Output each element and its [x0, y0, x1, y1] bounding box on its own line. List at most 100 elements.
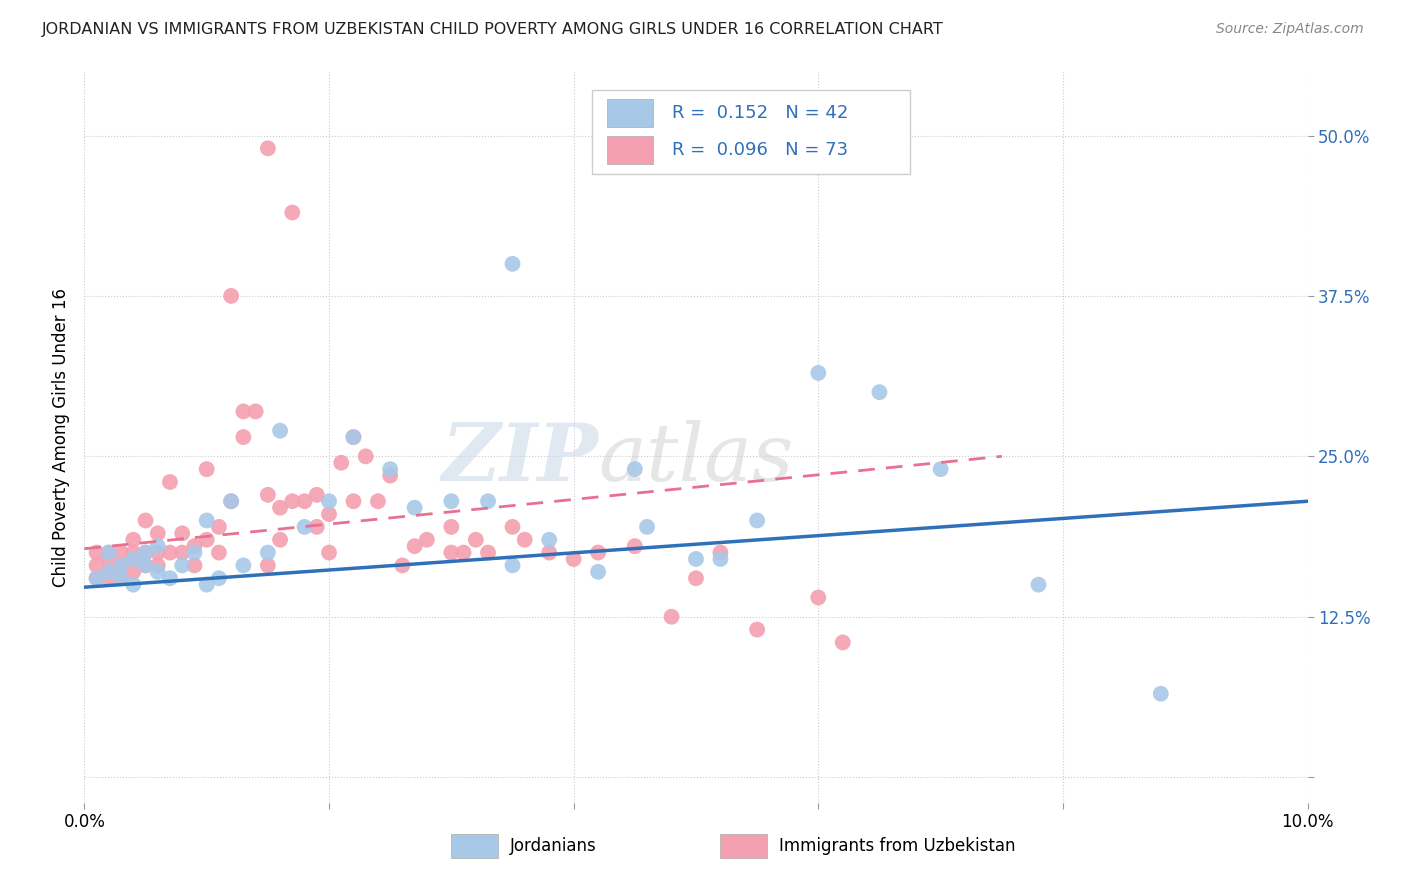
Text: JORDANIAN VS IMMIGRANTS FROM UZBEKISTAN CHILD POVERTY AMONG GIRLS UNDER 16 CORRE: JORDANIAN VS IMMIGRANTS FROM UZBEKISTAN … — [42, 22, 943, 37]
Point — [219, 494, 242, 508]
Point — [318, 494, 340, 508]
Point — [159, 545, 181, 559]
Point — [624, 462, 647, 476]
Point — [257, 141, 280, 155]
Point — [122, 552, 145, 566]
Point — [122, 533, 145, 547]
Point — [208, 545, 231, 559]
Point — [208, 571, 231, 585]
Point — [195, 462, 218, 476]
Point — [97, 545, 120, 559]
Point — [97, 571, 120, 585]
FancyBboxPatch shape — [720, 834, 766, 858]
Point — [709, 545, 731, 559]
Point — [183, 558, 205, 573]
FancyBboxPatch shape — [592, 90, 910, 174]
Point — [172, 545, 194, 559]
Point — [416, 533, 439, 547]
Point — [747, 623, 769, 637]
Point — [342, 430, 364, 444]
Point — [232, 558, 254, 573]
Point — [538, 545, 561, 559]
Point — [257, 488, 280, 502]
Point — [281, 205, 304, 219]
Point — [440, 520, 463, 534]
Point — [135, 558, 157, 573]
Point — [391, 558, 413, 573]
Text: Immigrants from Uzbekistan: Immigrants from Uzbekistan — [779, 837, 1015, 855]
Point — [159, 571, 181, 585]
Point — [367, 494, 389, 508]
Point — [685, 552, 707, 566]
Point — [135, 545, 157, 559]
Point — [110, 558, 132, 573]
Point — [86, 571, 108, 585]
Point — [135, 545, 157, 559]
Point — [502, 257, 524, 271]
Point — [97, 545, 120, 559]
Y-axis label: Child Poverty Among Girls Under 16: Child Poverty Among Girls Under 16 — [52, 287, 70, 587]
Text: R =  0.152   N = 42: R = 0.152 N = 42 — [672, 104, 848, 122]
Point — [380, 462, 402, 476]
Point — [685, 571, 707, 585]
Point — [110, 571, 132, 585]
Point — [232, 430, 254, 444]
Point — [624, 539, 647, 553]
Point — [404, 539, 426, 553]
Point — [1150, 687, 1173, 701]
Point — [146, 526, 169, 541]
Point — [269, 424, 291, 438]
Point — [477, 545, 499, 559]
Point — [97, 552, 120, 566]
Point — [354, 450, 377, 464]
Point — [709, 552, 731, 566]
Point — [305, 488, 328, 502]
Point — [146, 545, 169, 559]
Text: R =  0.096   N = 73: R = 0.096 N = 73 — [672, 141, 848, 159]
Point — [86, 545, 108, 559]
Point — [747, 514, 769, 528]
Point — [513, 533, 536, 547]
Point — [586, 565, 609, 579]
Point — [97, 565, 120, 579]
Point — [122, 552, 145, 566]
Point — [257, 558, 280, 573]
Text: ZIP: ZIP — [441, 420, 598, 498]
Point — [318, 507, 340, 521]
Point — [195, 533, 218, 547]
FancyBboxPatch shape — [606, 136, 654, 163]
Point — [269, 500, 291, 515]
Point — [281, 494, 304, 508]
Point — [807, 366, 830, 380]
Point — [294, 494, 316, 508]
Point — [146, 565, 169, 579]
Point — [245, 404, 267, 418]
Point — [502, 520, 524, 534]
Point — [219, 494, 242, 508]
Point — [342, 494, 364, 508]
Point — [869, 385, 891, 400]
Point — [135, 558, 157, 573]
Point — [342, 430, 364, 444]
Point — [86, 558, 108, 573]
Point — [440, 494, 463, 508]
Point — [318, 545, 340, 559]
Point — [330, 456, 353, 470]
Point — [110, 558, 132, 573]
Point — [440, 545, 463, 559]
Point — [172, 558, 194, 573]
Point — [232, 404, 254, 418]
Point — [122, 565, 145, 579]
Point — [294, 520, 316, 534]
Text: atlas: atlas — [598, 420, 793, 498]
Point — [208, 520, 231, 534]
Point — [195, 577, 218, 591]
Point — [219, 289, 242, 303]
Point — [86, 571, 108, 585]
Point — [183, 539, 205, 553]
Point — [110, 571, 132, 585]
Point — [122, 577, 145, 591]
Text: Source: ZipAtlas.com: Source: ZipAtlas.com — [1216, 22, 1364, 37]
Point — [477, 494, 499, 508]
Point — [257, 545, 280, 559]
